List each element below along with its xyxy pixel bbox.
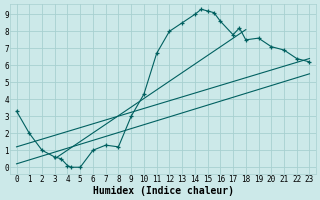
X-axis label: Humidex (Indice chaleur): Humidex (Indice chaleur) xyxy=(92,186,234,196)
